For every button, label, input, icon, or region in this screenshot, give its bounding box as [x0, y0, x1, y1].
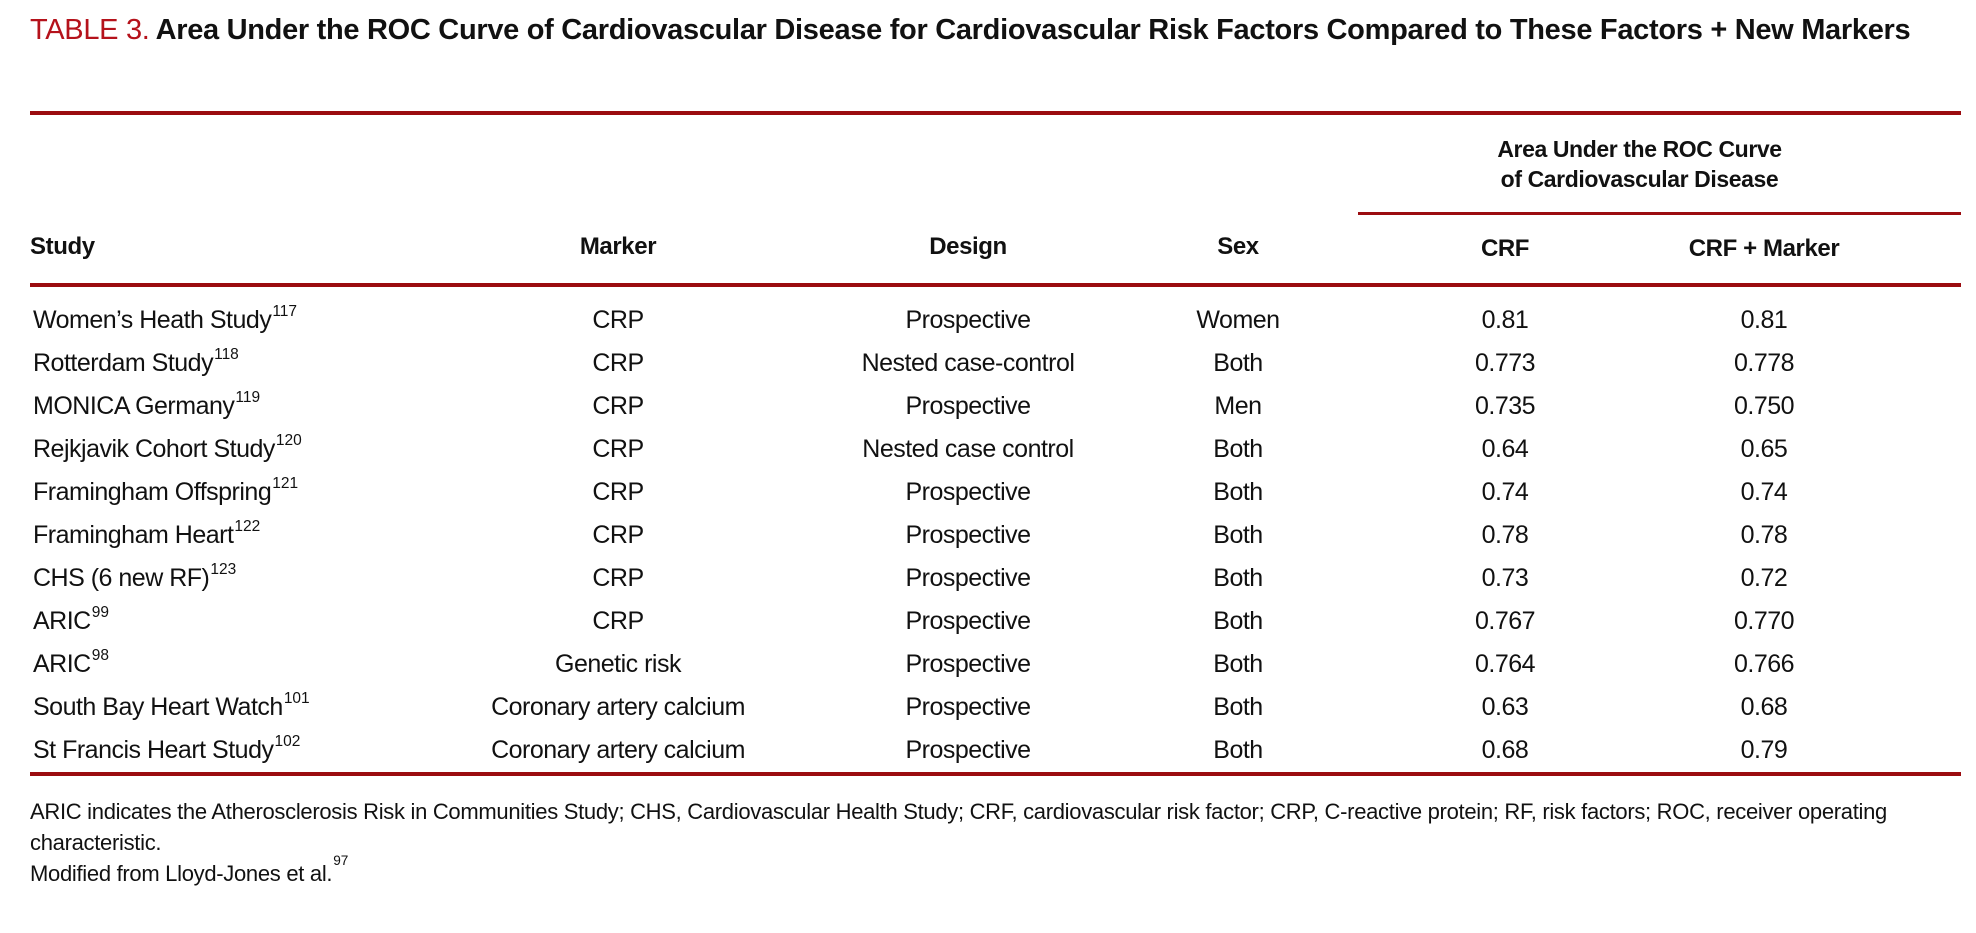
- marker-cell: CRP: [592, 478, 644, 506]
- marker-cell: CRP: [592, 306, 644, 334]
- study-name: Women’s Heath Study: [33, 306, 272, 334]
- crf-auc-cell: 0.764: [1474, 650, 1536, 678]
- marker-cell: CRP: [592, 564, 644, 592]
- sex-cell: Both: [1213, 435, 1263, 463]
- study-name: Framingham Offspring: [33, 478, 272, 506]
- sex-cell: Both: [1213, 349, 1263, 377]
- col-header-study: Study: [30, 233, 95, 260]
- marker-cell: Coronary artery calcium: [491, 736, 745, 764]
- crf-auc-cell: 0.63: [1481, 693, 1529, 721]
- crf-marker-auc-cell: 0.74: [1740, 478, 1788, 506]
- sex-cell: Women: [1196, 306, 1280, 334]
- crf-auc-cell: 0.64: [1481, 435, 1529, 463]
- study-cell: Rejkjavik Cohort Study 120: [33, 431, 302, 463]
- marker-cell: CRP: [592, 521, 644, 549]
- group-header-line1: Area Under the ROC Curve: [1497, 135, 1782, 162]
- table-title: Area Under the ROC Curve of Cardiovascul…: [155, 14, 1911, 46]
- study-name: Rotterdam Study: [33, 349, 214, 377]
- col-header-marker: Marker: [579, 233, 657, 260]
- table-body: Women’s Heath Study 117 CRP Prospective W…: [30, 287, 1961, 772]
- crf-auc-cell: 0.735: [1474, 392, 1536, 420]
- study-cell: Framingham Heart 122: [33, 517, 261, 549]
- table-figure: TABLE 3. Area Under the ROC Curve of Card…: [30, 0, 1961, 889]
- crf-auc-cell: 0.773: [1474, 349, 1536, 377]
- abbreviations-note: ARIC indicates the Atherosclerosis Risk …: [30, 799, 1887, 855]
- crf-marker-auc-cell: 0.81: [1740, 306, 1788, 334]
- col-header-crf: CRF: [1480, 235, 1530, 262]
- top-rule: [30, 111, 1961, 115]
- bottom-rule: [30, 772, 1961, 776]
- study-name: Framingham Heart: [33, 521, 234, 549]
- design-cell: Prospective: [905, 650, 1031, 678]
- group-header-line2: of Cardiovascular Disease: [1500, 165, 1779, 192]
- marker-cell: CRP: [592, 607, 644, 635]
- sex-cell: Both: [1213, 478, 1263, 506]
- study-name: MONICA Germany: [33, 392, 235, 420]
- crf-marker-auc-cell: 0.778: [1733, 349, 1795, 377]
- study-name: ARIC: [33, 607, 91, 635]
- sex-cell: Both: [1213, 736, 1263, 764]
- design-cell: Prospective: [905, 392, 1031, 420]
- study-cell: ARIC 99: [33, 603, 109, 635]
- table-header: Study Marker Design Sex Area Under the R…: [30, 115, 1961, 287]
- table-caption: TABLE 3. Area Under the ROC Curve of Card…: [30, 8, 1961, 96]
- crf-auc-cell: 0.767: [1474, 607, 1536, 635]
- design-cell: Prospective: [905, 306, 1031, 334]
- study-cell: CHS (6 new RF) 123: [33, 560, 237, 592]
- crf-auc-cell: 0.78: [1481, 521, 1529, 549]
- sex-cell: Men: [1214, 392, 1262, 420]
- study-cell: Rotterdam Study 118: [33, 345, 239, 377]
- crf-marker-auc-cell: 0.766: [1733, 650, 1795, 678]
- sex-cell: Both: [1213, 650, 1263, 678]
- marker-cell: CRP: [592, 349, 644, 377]
- study-cell: South Bay Heart Watch 101: [33, 689, 310, 721]
- marker-cell: Coronary artery calcium: [491, 693, 745, 721]
- design-cell: Prospective: [905, 736, 1031, 764]
- design-cell: Prospective: [905, 607, 1031, 635]
- design-cell: Prospective: [905, 564, 1031, 592]
- study-name: South Bay Heart Watch: [33, 693, 283, 721]
- col-header-crf-marker: CRF + Marker: [1688, 235, 1840, 262]
- source-reference-superscript: 97: [333, 853, 349, 869]
- study-cell: ARIC 98: [33, 646, 109, 678]
- sex-cell: Both: [1213, 607, 1263, 635]
- study-cell: St Francis Heart Study 102: [33, 732, 301, 764]
- sex-cell: Both: [1213, 521, 1263, 549]
- crf-marker-auc-cell: 0.79: [1740, 736, 1788, 764]
- table-footnotes: ARIC indicates the Atherosclerosis Risk …: [30, 796, 1961, 889]
- sex-cell: Both: [1213, 693, 1263, 721]
- sex-cell: Both: [1213, 564, 1263, 592]
- crf-auc-cell: 0.68: [1481, 736, 1529, 764]
- crf-auc-cell: 0.74: [1481, 478, 1529, 506]
- crf-marker-auc-cell: 0.78: [1740, 521, 1788, 549]
- crf-marker-auc-cell: 0.770: [1733, 607, 1795, 635]
- study-cell: Women’s Heath Study 117: [33, 302, 298, 334]
- design-cell: Prospective: [905, 693, 1031, 721]
- col-header-design: Design: [929, 233, 1007, 260]
- study-cell: MONICA Germany 119: [33, 388, 261, 420]
- study-cell: Framingham Offspring 121: [33, 474, 299, 506]
- table-label: TABLE 3.: [30, 14, 150, 46]
- col-group-header-roc: Area Under the ROC Curve of Cardiovascul…: [1358, 115, 1961, 215]
- source-note-text: Modified from Lloyd-Jones et al.: [30, 861, 333, 886]
- design-cell: Nested case-control: [861, 349, 1075, 377]
- marker-cell: CRP: [592, 435, 644, 463]
- marker-cell: Genetic risk: [555, 650, 681, 678]
- crf-auc-cell: 0.81: [1481, 306, 1529, 334]
- study-name: ARIC: [33, 650, 91, 678]
- design-cell: Nested case control: [862, 435, 1074, 463]
- crf-marker-auc-cell: 0.750: [1733, 392, 1795, 420]
- design-cell: Prospective: [905, 478, 1031, 506]
- study-name: CHS (6 new RF): [33, 564, 210, 592]
- study-name: Rejkjavik Cohort Study: [33, 435, 275, 463]
- crf-auc-cell: 0.73: [1481, 564, 1529, 592]
- crf-marker-auc-cell: 0.65: [1740, 435, 1788, 463]
- col-header-sex: Sex: [1217, 233, 1259, 260]
- source-note: Modified from Lloyd-Jones et al.97: [30, 854, 1961, 889]
- crf-marker-auc-cell: 0.72: [1740, 564, 1788, 592]
- design-cell: Prospective: [905, 521, 1031, 549]
- study-name: St Francis Heart Study: [33, 736, 274, 764]
- marker-cell: CRP: [592, 392, 644, 420]
- crf-marker-auc-cell: 0.68: [1740, 693, 1788, 721]
